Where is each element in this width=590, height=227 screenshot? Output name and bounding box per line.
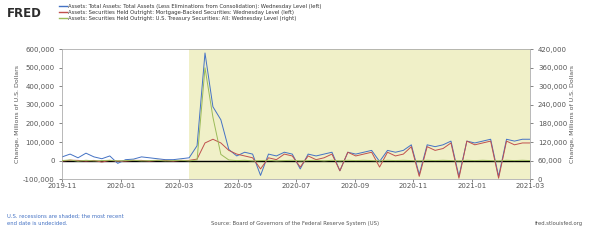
Text: fred.stlouisfed.org: fred.stlouisfed.org: [535, 221, 583, 226]
Text: U.S. recessions are shaded; the most recent
end date is undecided.: U.S. recessions are shaded; the most rec…: [7, 214, 124, 226]
Legend: Assets: Total Assets: Total Assets (Less Eliminations from Consolidation): Wedne: Assets: Total Assets: Total Assets (Less…: [58, 4, 322, 21]
Y-axis label: Change, Millions of U.S. Dollars: Change, Millions of U.S. Dollars: [15, 65, 20, 163]
Text: FRED: FRED: [7, 7, 42, 20]
Text: Source: Board of Governors of the Federal Reserve System (US): Source: Board of Governors of the Federa…: [211, 221, 379, 226]
Bar: [189, 49, 530, 179]
Y-axis label: Change, Millions of U.S. Dollars: Change, Millions of U.S. Dollars: [570, 65, 575, 163]
